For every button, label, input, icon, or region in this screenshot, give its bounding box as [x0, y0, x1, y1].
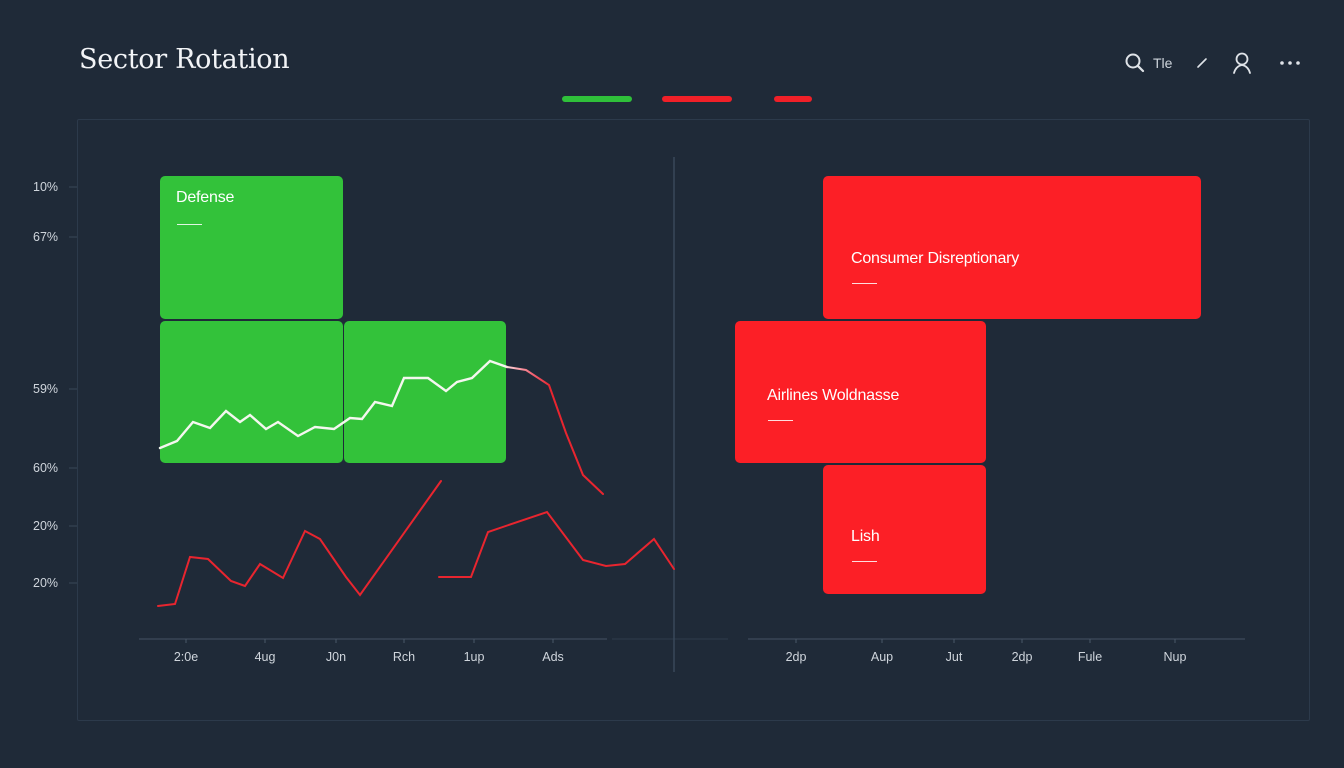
- x-tick-label: Ads: [542, 650, 564, 664]
- y-tick-label: 10%: [33, 180, 59, 194]
- y-tick-label: 20%: [33, 576, 59, 590]
- tile-gain[interactable]: [344, 321, 506, 463]
- user-icon: [1231, 51, 1253, 75]
- page-title: Sector Rotation: [79, 44, 290, 75]
- edit-button[interactable]: [1195, 50, 1209, 76]
- tile-underline: [852, 561, 877, 562]
- chart-panel: [77, 119, 1310, 721]
- y-tick-label: 20%: [33, 519, 59, 533]
- legend-swatch[interactable]: [774, 96, 812, 102]
- legend-swatch[interactable]: [562, 96, 632, 102]
- x-tick-label: J0n: [325, 650, 347, 664]
- tile-label: Lish: [851, 528, 880, 545]
- search-button[interactable]: Tle: [1124, 50, 1172, 76]
- x-tick-label: Rch: [392, 650, 416, 664]
- x-tick-label: 4ug: [254, 650, 276, 664]
- tile-consumer-disreptionary[interactable]: Consumer Disreptionary: [823, 176, 1201, 319]
- x-tick-label: Fule: [1077, 650, 1103, 664]
- pencil-icon: [1195, 56, 1209, 70]
- tile-underline: [768, 420, 793, 421]
- x-tick-label: Nup: [1163, 650, 1187, 664]
- tile-label: Consumer Disreptionary: [851, 250, 1020, 267]
- y-tick-label: 59%: [33, 382, 59, 396]
- tile-underline: [177, 224, 202, 225]
- y-tick-label: 60%: [33, 461, 59, 475]
- x-tick-label: 2dp: [1011, 650, 1033, 664]
- tile-lish[interactable]: Lish: [823, 465, 986, 594]
- tile-gain[interactable]: [160, 321, 343, 463]
- user-button[interactable]: [1231, 50, 1253, 76]
- tile-airlines-woldnasse[interactable]: Airlines Woldnasse: [735, 321, 986, 463]
- legend-swatch[interactable]: [662, 96, 732, 102]
- more-button[interactable]: [1279, 50, 1301, 76]
- x-tick-label: Aup: [870, 650, 894, 664]
- tile-underline: [852, 283, 877, 284]
- x-tick-label: 2:0e: [173, 650, 199, 664]
- x-tick-label: 1up: [463, 650, 485, 664]
- tile-defense[interactable]: Defense: [160, 176, 343, 319]
- legend: [0, 96, 1344, 104]
- y-tick-label: 67%: [33, 230, 59, 244]
- x-tick-label: 2dp: [785, 650, 807, 664]
- tile-label: Airlines Woldnasse: [767, 387, 900, 404]
- more-horizontal-icon: [1279, 59, 1301, 67]
- x-tick-label: Jut: [945, 650, 963, 664]
- search-icon: [1124, 52, 1146, 74]
- tile-label: Defense: [176, 189, 235, 206]
- search-label: Tle: [1153, 55, 1173, 71]
